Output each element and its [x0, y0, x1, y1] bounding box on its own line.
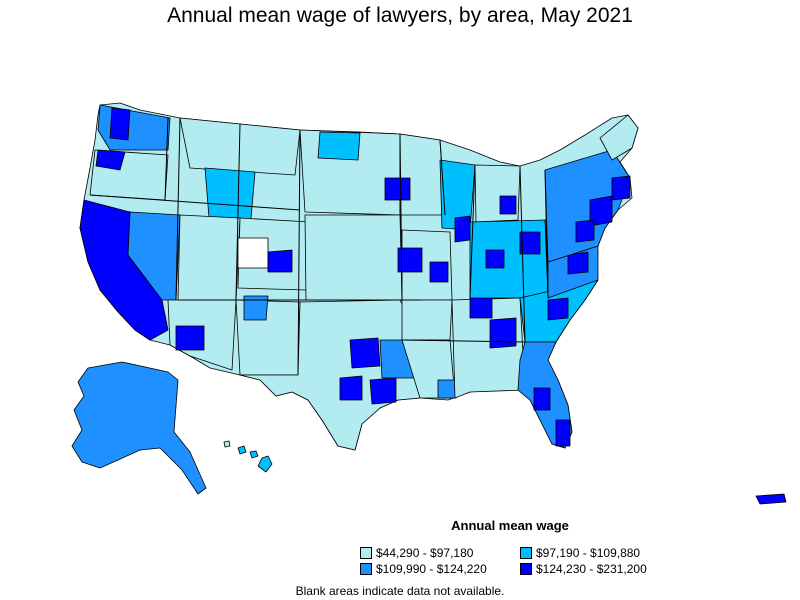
- atlanta-area: [489, 317, 517, 349]
- houston-area: [369, 377, 397, 405]
- stlouis-area: [429, 261, 449, 283]
- philadelphia-area: [575, 219, 595, 243]
- wyoming-blank: [237, 237, 269, 269]
- hawaii-oahu: [237, 445, 247, 455]
- newyork-area: [589, 195, 613, 227]
- legend-item-3: $109,990 - $124,220: [360, 562, 487, 576]
- tampa-area: [533, 387, 551, 411]
- maine-region: [599, 114, 639, 161]
- northdakota-area: [317, 131, 361, 161]
- miami-area: [555, 419, 571, 447]
- minnesota-region: [399, 133, 446, 216]
- ohio-cities: [519, 231, 541, 255]
- utah-region: [177, 214, 241, 301]
- legend-label-2: $97,190 - $109,880: [536, 546, 641, 560]
- kansascity-area: [397, 247, 423, 273]
- alaska: [71, 361, 207, 495]
- montana-region: [179, 117, 301, 176]
- neworleans-area: [437, 379, 457, 399]
- legend-swatch-3: [360, 563, 372, 575]
- hawaii-kauai: [223, 440, 231, 448]
- portland-area: [95, 149, 126, 171]
- legend-title: Annual mean wage: [451, 518, 569, 533]
- legend-item-2: $97,190 - $109,880: [520, 546, 640, 560]
- legend-swatch-2: [520, 547, 532, 559]
- legend-label-1: $44,290 - $97,180: [376, 546, 474, 560]
- minneapolis-area: [384, 177, 411, 201]
- legend-label-4: $124,230 - $231,200: [536, 562, 647, 576]
- austin-area: [339, 375, 363, 401]
- plains-region: [304, 214, 403, 301]
- indianapolis-area: [485, 249, 505, 269]
- hawaii-maui: [249, 450, 259, 459]
- footnote: Blank areas indicate data not available.: [295, 584, 505, 598]
- legend-swatch-1: [360, 547, 372, 559]
- phoenix-area: [175, 325, 205, 351]
- denver-area: [267, 249, 293, 273]
- hawaii: [257, 455, 273, 473]
- boston-area: [611, 175, 631, 201]
- legend-swatch-4: [520, 563, 532, 575]
- legend-label-3: $109,990 - $124,220: [376, 562, 487, 576]
- charlotte-area: [547, 297, 569, 321]
- chicago-area: [454, 215, 471, 243]
- legend-item-1: $44,290 - $97,180: [360, 546, 473, 560]
- seattle-area: [109, 107, 131, 141]
- albuquerque-area: [243, 295, 269, 321]
- map-title: Annual mean wage of lawyers, by area, Ma…: [167, 4, 633, 27]
- washington-region: [97, 104, 171, 151]
- detroit-area: [499, 195, 517, 215]
- puerto-rico: [755, 493, 787, 505]
- state-border-lines: [89, 117, 549, 376]
- northeast-region: [544, 149, 631, 263]
- dallas-area: [349, 337, 381, 369]
- arkansas-region: [401, 299, 453, 341]
- dc-area: [567, 251, 589, 275]
- legend-item-4: $124,230 - $231,200: [520, 562, 647, 576]
- nashville-area: [469, 295, 493, 319]
